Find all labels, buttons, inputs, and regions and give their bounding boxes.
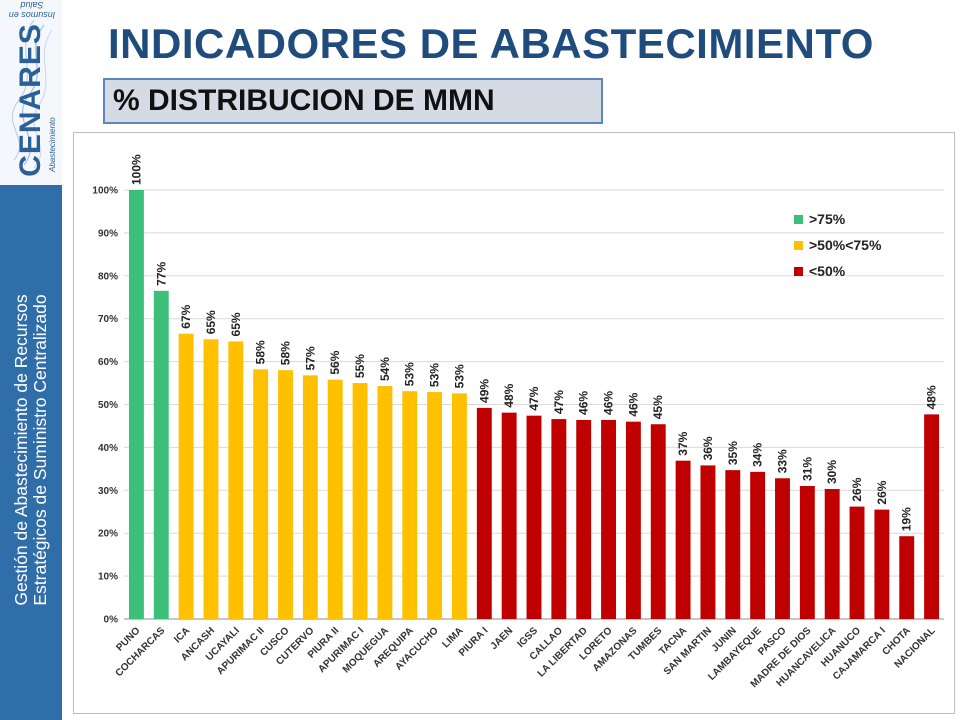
data-label: 26% [875,480,889,504]
data-label: 49% [477,379,491,403]
data-label: 58% [279,341,293,365]
y-tick-label: 50% [98,400,118,411]
page-title: INDICADORES DE ABASTECIMIENTO [108,20,874,67]
y-tick-label: 0% [104,615,119,626]
data-label: 65% [229,312,243,336]
data-label: 67% [179,304,193,328]
bar [203,339,219,619]
y-tick-label: 10% [98,572,118,583]
data-label: 34% [751,443,765,467]
bar [924,414,940,619]
bar [725,470,741,619]
data-label: 56% [328,350,342,374]
y-tick-label: 20% [98,529,118,540]
y-tick-label: 40% [98,443,118,454]
bar [377,386,393,619]
data-label: 55% [353,354,367,378]
bar [327,379,343,619]
y-tick-label: 80% [98,271,118,282]
data-label: 54% [378,357,392,381]
y-tick-label: 30% [98,486,118,497]
y-tick-label: 100% [92,186,118,197]
bar [775,478,790,619]
data-label: 48% [925,385,939,409]
bar [153,290,169,619]
sidebar: Insumos en Salud CENARES Abastecimiento … [0,0,62,720]
bar [427,392,443,619]
logo-waves-graphic [12,20,53,169]
sidebar-caption: Gestión de Abastecimiento de Recursos Es… [11,294,50,606]
bar [576,419,592,619]
bar [178,333,194,619]
data-label: 53% [428,363,442,387]
data-label: 46% [577,391,591,415]
bar [849,506,865,619]
bar [650,424,666,619]
data-label: 37% [676,431,690,455]
bar [476,407,492,619]
sidebar-caption-line1: Gestión de Abastecimiento de Recursos [11,294,31,606]
bar [601,419,616,619]
bar [278,370,293,619]
data-label: 58% [254,340,268,364]
bar [501,412,517,619]
y-tick-label: 60% [98,357,118,368]
bar [625,421,641,619]
x-tick-label: ICA [172,625,192,645]
data-label: 45% [651,395,665,419]
data-label: 47% [552,390,566,414]
legend-label: <50% [809,263,846,279]
data-label: 53% [452,364,466,388]
data-label: 19% [900,507,914,531]
data-label: 33% [775,449,789,473]
legend-swatch [794,241,803,250]
bar [675,460,691,619]
bar-chart: 0% 10% 20% 30% 40% 50% 60% 70% 80% 90% 100% 100% PUN… [73,132,955,714]
subtitle-text: % DISTRIBUCION DE MMN [113,84,495,117]
cenares-logo: Insumos en Salud CENARES Abastecimiento [0,0,62,185]
data-label: 100% [129,154,143,185]
data-label: 31% [800,457,814,481]
logo-tagline-bottom: Abastecimiento [48,117,57,172]
data-label: 48% [502,383,516,407]
bar [750,471,766,619]
bar [302,375,318,619]
x-tick-label: JAEN [489,625,516,652]
data-label: 46% [602,391,616,415]
data-label: 26% [850,477,864,501]
bar [452,393,467,619]
data-label: 77% [154,261,168,285]
bar [526,415,542,619]
bar-chart-svg: 0%10%20%30%40%50%60%70%80%90%100%100%PUN… [92,154,944,690]
bar [551,419,567,619]
subtitle-banner: % DISTRIBUCION DE MMN [103,78,603,124]
logo-name: CENARES [14,23,47,177]
bar [824,489,840,619]
bar [352,383,368,619]
bar [874,509,890,619]
data-label: 35% [726,441,740,465]
legend-label: >75% [809,211,846,227]
bar [899,536,915,619]
bar [700,465,716,619]
data-label: 47% [527,386,541,410]
bar [128,190,144,619]
bar [253,369,269,619]
logo-tagline-top: Insumos en Salud [8,0,56,20]
bar [402,391,418,619]
data-label: 53% [403,362,417,386]
legend-swatch [794,215,803,224]
legend-label: >50%<75% [809,237,882,253]
bar [799,486,815,619]
data-label: 65% [204,310,218,334]
y-tick-label: 70% [98,314,118,325]
data-label: 30% [825,460,839,484]
legend-swatch [794,267,803,276]
data-label: 36% [701,436,715,460]
sidebar-caption-line2: Estratégicos de Suministro Centralizado [30,294,50,606]
bar [228,341,244,619]
data-label: 46% [626,392,640,416]
data-label: 57% [303,346,317,370]
y-tick-label: 90% [98,228,118,239]
